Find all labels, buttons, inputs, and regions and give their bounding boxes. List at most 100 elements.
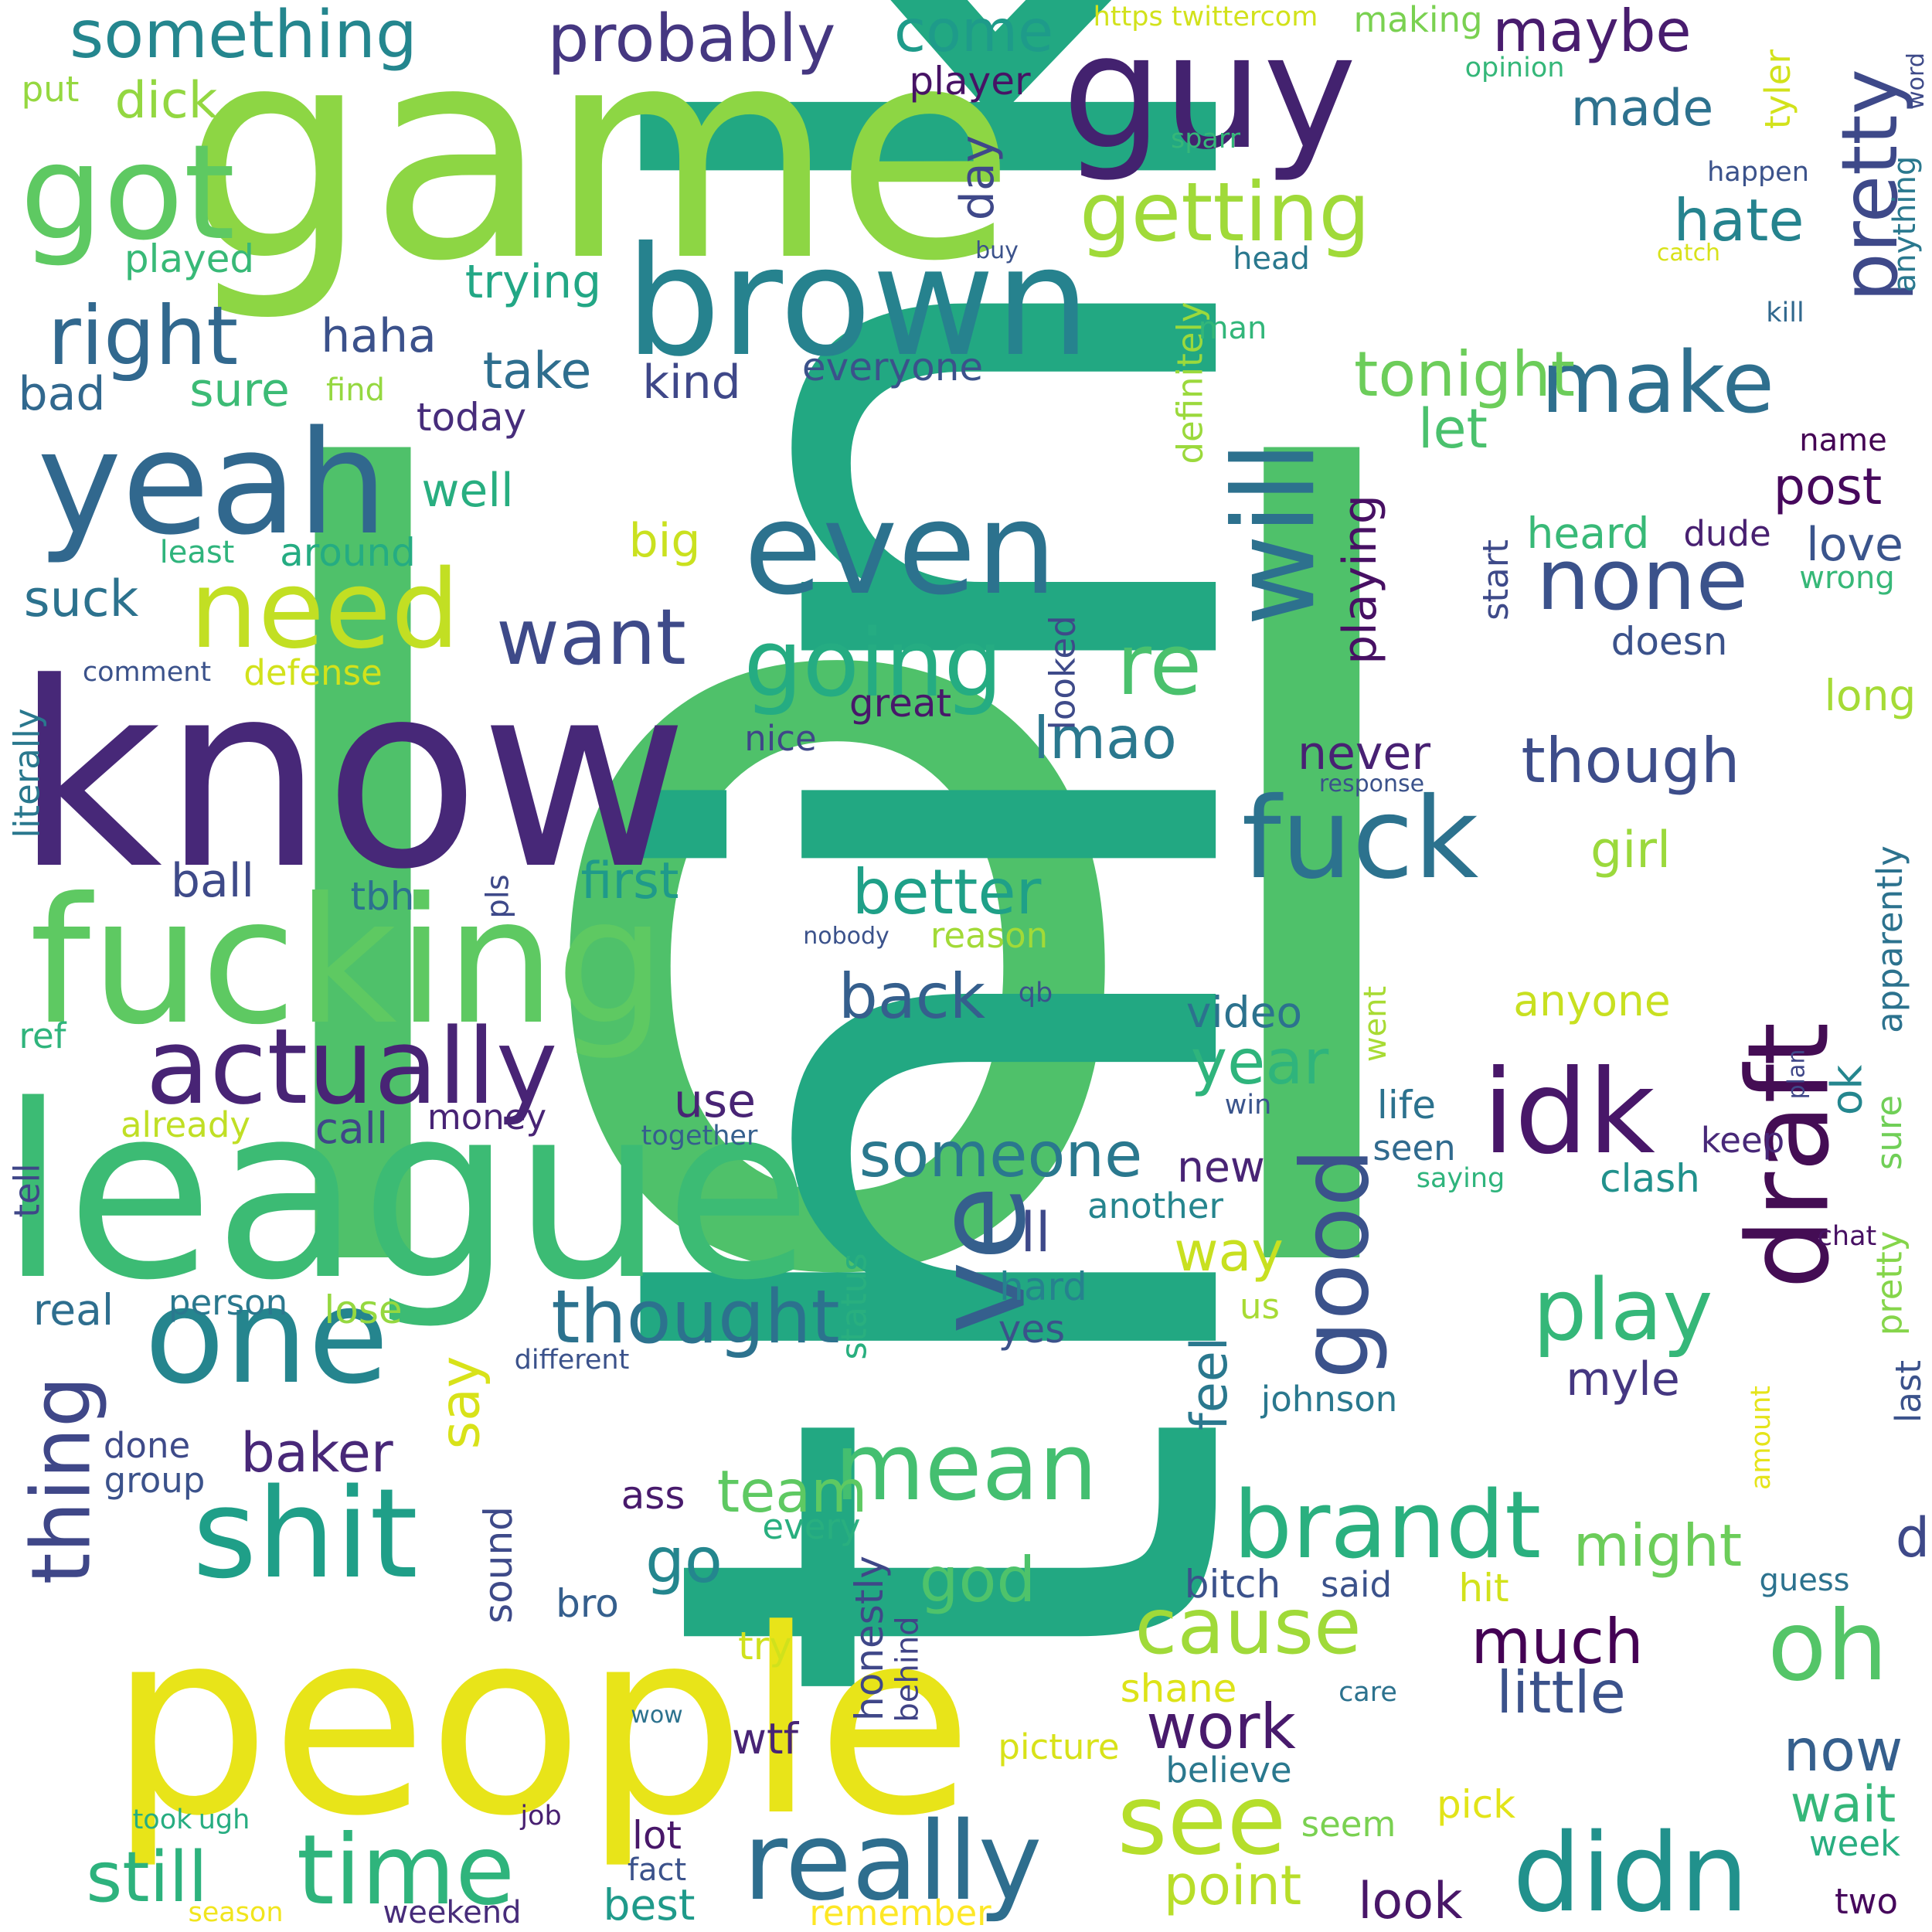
word-everyone: everyone — [801, 345, 984, 389]
word-picture: picture — [998, 1726, 1120, 1767]
word-long: long — [1824, 670, 1917, 720]
word-look: look — [1358, 1872, 1463, 1930]
word-guess: guess — [1759, 1563, 1850, 1598]
word-man: man — [1198, 311, 1267, 346]
word-idk: idk — [1482, 1046, 1655, 1180]
word-make: make — [1540, 333, 1775, 432]
word-week: week — [1808, 1822, 1901, 1864]
word-video: video — [1185, 987, 1303, 1037]
word-doesn: doesn — [1611, 619, 1728, 664]
word-qb: qb — [1018, 977, 1053, 1009]
word-least: least — [159, 535, 235, 570]
word-see: see — [1117, 1764, 1287, 1876]
word-much: much — [1471, 1606, 1644, 1678]
word-point: point — [1163, 1854, 1302, 1917]
word-love: love — [1806, 518, 1903, 572]
word-go: go — [645, 1525, 723, 1597]
word-life: life — [1376, 1083, 1437, 1128]
word-yes: yes — [998, 1307, 1066, 1352]
word-need: need — [189, 547, 460, 673]
word-said: said — [1320, 1563, 1393, 1605]
word-care: care — [1338, 1676, 1397, 1708]
word-clash: clash — [1600, 1156, 1700, 1201]
word-bad: bad — [18, 367, 106, 421]
word-chat: chat — [1817, 1220, 1877, 1252]
word-oh: oh — [1767, 1590, 1888, 1702]
word-anything: anything — [1887, 155, 1923, 293]
word-take: take — [482, 342, 592, 400]
word-literally: literally — [6, 707, 48, 838]
word-sparr: sparr — [1170, 123, 1241, 155]
word-brown: brown — [624, 213, 1091, 389]
word-behind: behind — [890, 1616, 926, 1723]
word-lot: lot — [631, 1813, 682, 1858]
word-ass: ass — [621, 1473, 685, 1518]
word-maybe: maybe — [1492, 0, 1692, 65]
word-reason: reason — [930, 914, 1049, 956]
word-find: find — [326, 372, 385, 408]
word-dick: dick — [114, 71, 218, 130]
word-big: big — [628, 514, 701, 568]
word-honestly: honestly — [847, 1556, 892, 1721]
word-money: money — [427, 1096, 547, 1138]
word-year: year — [1190, 1026, 1329, 1098]
word-sure-2: sure — [1869, 1094, 1910, 1170]
word-made: made — [1570, 79, 1714, 138]
word-little: little — [1496, 1658, 1626, 1726]
word-amount: amount — [1746, 1385, 1777, 1490]
word-job: job — [520, 1800, 562, 1832]
word-kind: kind — [642, 355, 741, 410]
word-brandt: brandt — [1233, 1472, 1542, 1580]
word-want: want — [496, 592, 686, 682]
word-playing: playing — [1332, 495, 1387, 665]
word-johnson: johnson — [1260, 1378, 1398, 1420]
word-real: real — [32, 1284, 114, 1335]
word-none: none — [1536, 530, 1749, 629]
word-say: say — [427, 1355, 492, 1450]
word-pick: pick — [1436, 1782, 1516, 1827]
word-kill: kill — [1766, 297, 1804, 328]
word-response: response — [1318, 770, 1425, 798]
word-keep: keep — [1700, 1119, 1785, 1161]
word-player: player — [909, 59, 1031, 104]
word-d: d — [1895, 1506, 1930, 1570]
word-work: work — [1146, 1691, 1296, 1763]
word-apparently: apparently — [1869, 845, 1910, 1033]
word-word: word — [1903, 53, 1930, 110]
word-opinion: opinion — [1464, 52, 1565, 83]
word-tbh: tbh — [350, 874, 415, 919]
word-heard: heard — [1526, 508, 1650, 558]
word-status: status — [833, 1252, 875, 1360]
word-every: every — [762, 1505, 861, 1547]
word-something: something — [69, 0, 418, 73]
word-lol: lol — [214, 268, 1460, 1509]
word-use: use — [673, 1074, 757, 1128]
word-comment: comment — [82, 656, 212, 688]
word-pretty-2: pretty — [1869, 1230, 1910, 1335]
word-us: us — [1240, 1285, 1280, 1327]
word-looked: looked — [1042, 614, 1083, 730]
word-best: best — [603, 1879, 696, 1930]
word-wow: wow — [631, 1702, 683, 1729]
word-seem: seem — [1301, 1803, 1396, 1845]
word-dude: dude — [1683, 512, 1771, 554]
word-trying: trying — [464, 255, 602, 309]
word-play: play — [1532, 1260, 1713, 1359]
word-suck: suck — [23, 570, 139, 628]
word-good: good — [1283, 1148, 1390, 1379]
word-plan: plan — [1783, 1049, 1810, 1100]
word-bitch: bitch — [1184, 1562, 1281, 1607]
word-lose: lose — [324, 1287, 403, 1332]
word-today: today — [416, 395, 527, 440]
word-took: took — [132, 1804, 192, 1835]
word-myle: myle — [1566, 1352, 1680, 1406]
word-buy: buy — [975, 237, 1019, 264]
word-back: back — [838, 961, 986, 1032]
word-probably: probably — [547, 0, 836, 77]
word-new: new — [1177, 1141, 1265, 1192]
word-together: together — [641, 1120, 758, 1151]
word-win: win — [1224, 1089, 1272, 1121]
word-ref: ref — [19, 1015, 66, 1056]
word-tonight: tonight — [1353, 338, 1576, 410]
word-last: last — [1888, 1359, 1930, 1423]
